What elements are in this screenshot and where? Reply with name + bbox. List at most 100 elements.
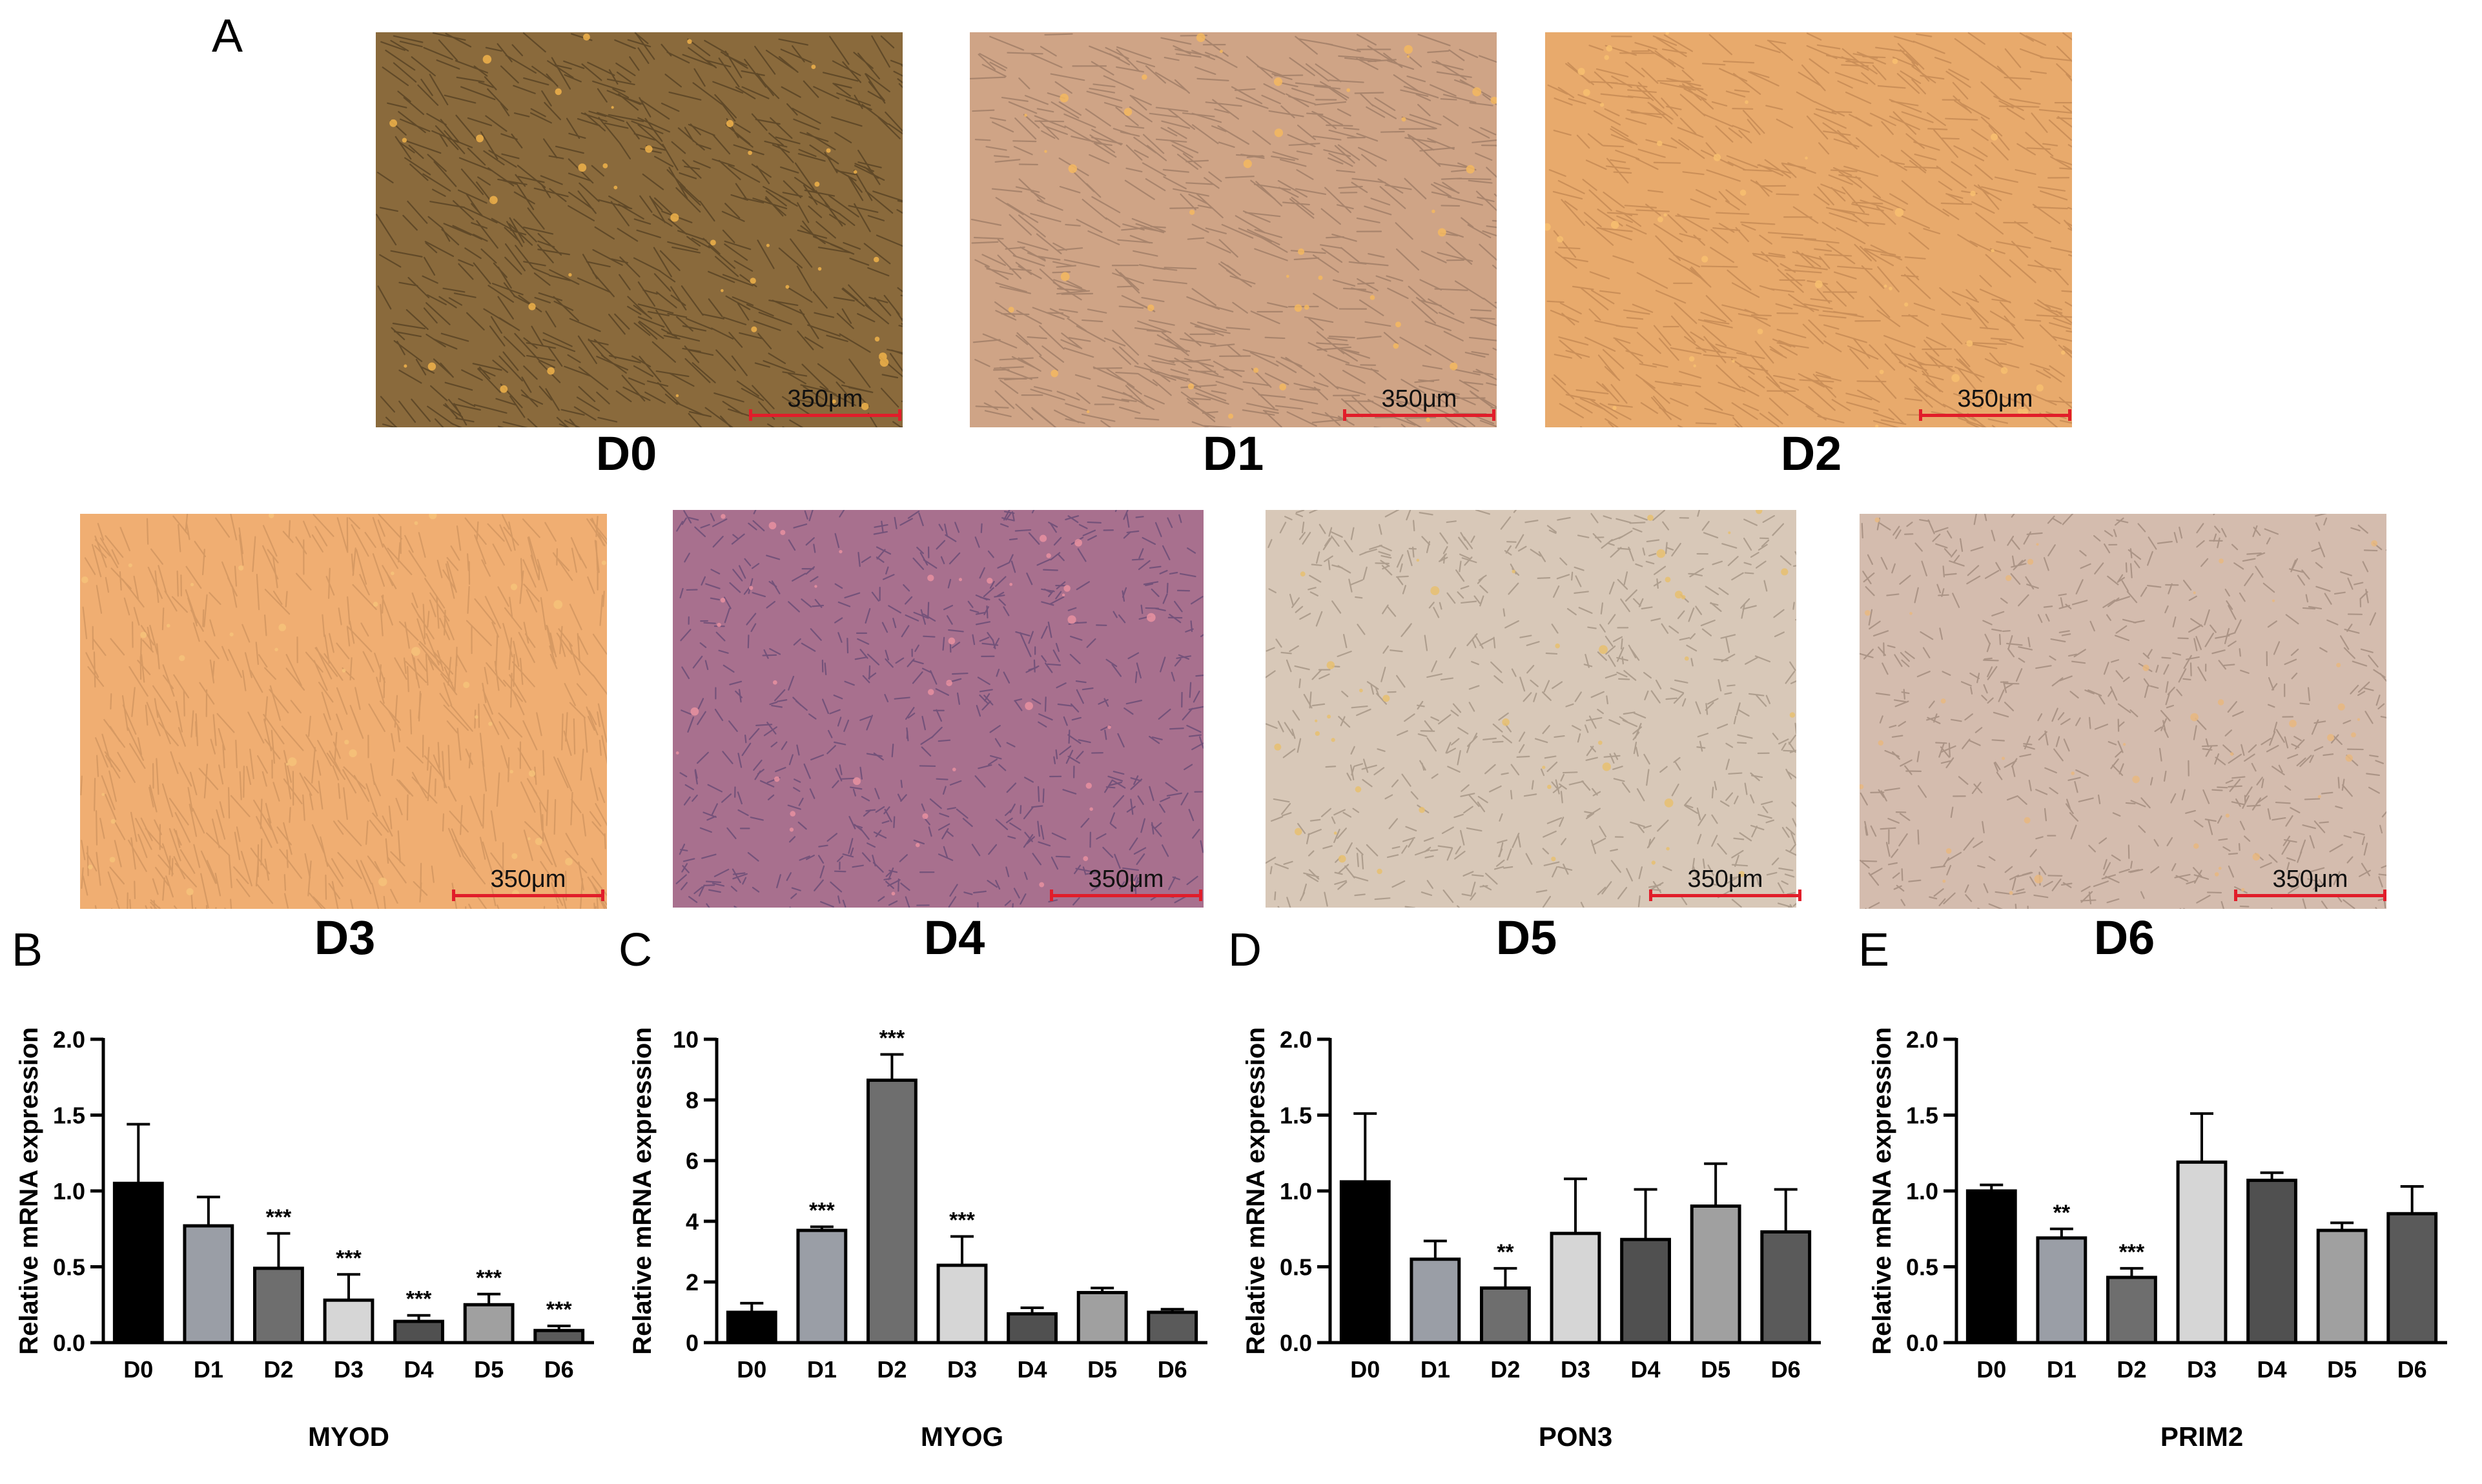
micrograph-texture — [970, 32, 1497, 427]
x-tick-label: D1 — [807, 1356, 837, 1383]
bar-d5 — [463, 1303, 515, 1345]
scale-bar-d3: 350μm — [452, 866, 604, 901]
day-label-d4: D4 — [923, 911, 985, 964]
x-tick-label: D0 — [1350, 1356, 1380, 1383]
bar-d1 — [183, 1224, 234, 1345]
y-tick-label: 1.0 — [1906, 1178, 1938, 1204]
micrograph-texture — [376, 32, 903, 427]
y-tick-label: 1.5 — [53, 1103, 85, 1129]
micrograph-d0 — [376, 32, 903, 427]
x-tick-label: D0 — [737, 1356, 766, 1383]
x-tick-label: D2 — [1490, 1356, 1520, 1383]
y-tick-label: 8 — [686, 1087, 699, 1113]
bar-d6 — [1760, 1230, 1812, 1345]
x-tick-label: D4 — [2257, 1356, 2287, 1383]
x-tick-label: D3 — [947, 1356, 977, 1383]
significance-label: *** — [546, 1297, 572, 1322]
bar-d3 — [323, 1298, 374, 1345]
x-tick-label: D6 — [2397, 1356, 2427, 1383]
y-tick-label: 0.5 — [1280, 1254, 1312, 1281]
scale-bar-d2: 350μm — [1919, 385, 2071, 421]
y-tick-label: 1.5 — [1280, 1103, 1312, 1129]
bar-d0 — [1339, 1180, 1391, 1345]
micrograph-d2 — [1545, 32, 2072, 427]
bar-d3 — [1550, 1232, 1601, 1345]
x-tick-label: D2 — [877, 1356, 907, 1383]
bar-d2 — [1480, 1286, 1531, 1345]
y-axis-label: Relative mRNA expression — [628, 1027, 657, 1355]
bar-d2 — [867, 1078, 918, 1345]
x-tick-label: D5 — [1701, 1356, 1730, 1383]
bar-d5 — [1076, 1290, 1128, 1345]
x-tick-label: D5 — [2327, 1356, 2357, 1383]
bar-d0 — [1965, 1189, 2017, 1345]
micrograph-d6 — [1860, 514, 2386, 909]
significance-label: ** — [1497, 1240, 1514, 1265]
significance-label: *** — [266, 1205, 292, 1230]
bar-d5 — [1690, 1204, 1741, 1345]
significance-label: *** — [949, 1208, 975, 1233]
x-tick-label: D5 — [474, 1356, 504, 1383]
micrograph-texture — [673, 510, 1204, 908]
significance-label: *** — [809, 1198, 835, 1223]
x-tick-label: D2 — [263, 1356, 293, 1383]
day-label-d1: D1 — [1202, 427, 1264, 480]
scale-bar-d5: 350μm — [1649, 866, 1801, 901]
micrograph-d3 — [80, 514, 607, 909]
x-axis-label: MYOG — [921, 1421, 1003, 1452]
y-tick-label: 0 — [686, 1330, 699, 1356]
y-tick-label: 2.0 — [1280, 1026, 1312, 1053]
y-tick-label: 1.0 — [1280, 1178, 1312, 1204]
panel-letter-c: C — [619, 924, 652, 976]
significance-label: *** — [2119, 1240, 2145, 1265]
significance-label: *** — [336, 1246, 362, 1270]
bar-d2 — [253, 1266, 304, 1345]
bar-d4 — [2246, 1179, 2297, 1345]
x-tick-label: D6 — [1158, 1356, 1187, 1383]
bar-d4 — [393, 1319, 444, 1345]
scale-bar-d1: 350μm — [1343, 385, 1495, 421]
y-tick-label: 0.5 — [1906, 1254, 1938, 1281]
y-tick-label: 2.0 — [53, 1026, 85, 1053]
x-tick-label: D1 — [1420, 1356, 1450, 1383]
x-tick-label: D6 — [1771, 1356, 1801, 1383]
day-label-d6: D6 — [2093, 911, 2155, 964]
scale-bar-d6: 350μm — [2234, 866, 2386, 901]
micrograph-d1 — [970, 32, 1497, 427]
x-tick-label: D4 — [404, 1356, 434, 1383]
day-label-d3: D3 — [314, 911, 376, 964]
significance-label: *** — [476, 1266, 502, 1290]
day-label-d2: D2 — [1780, 427, 1842, 480]
day-label-d5: D5 — [1495, 911, 1557, 964]
y-tick-label: 10 — [673, 1026, 699, 1053]
scale-bar-d4: 350μm — [1050, 866, 1202, 901]
bar-d1 — [2036, 1236, 2087, 1345]
significance-label: *** — [406, 1287, 432, 1312]
x-tick-label: D2 — [2117, 1356, 2146, 1383]
panel-letter-d: D — [1228, 924, 1262, 976]
bar-d6 — [1147, 1310, 1198, 1345]
x-tick-label: D3 — [1561, 1356, 1590, 1383]
y-tick-label: 4 — [686, 1208, 699, 1235]
panel-letter-b: B — [12, 924, 43, 976]
bar-d5 — [2316, 1228, 2368, 1345]
micrograph-texture — [1545, 32, 2072, 427]
x-tick-label: D1 — [194, 1356, 223, 1383]
x-tick-label: D5 — [1087, 1356, 1117, 1383]
micrograph-d5 — [1266, 510, 1796, 908]
bar-d6 — [533, 1328, 585, 1345]
bar-d6 — [2386, 1212, 2438, 1345]
x-tick-label: D1 — [2047, 1356, 2077, 1383]
y-tick-label: 2 — [686, 1269, 699, 1296]
bar-d3 — [2176, 1160, 2228, 1345]
y-tick-label: 1.0 — [53, 1178, 85, 1204]
bar-d1 — [1410, 1257, 1461, 1345]
y-tick-label: 0.0 — [53, 1330, 85, 1356]
bar-d2 — [2106, 1276, 2157, 1345]
x-tick-label: D0 — [123, 1356, 153, 1383]
y-tick-label: 1.5 — [1906, 1103, 1938, 1129]
x-tick-label: D6 — [544, 1356, 574, 1383]
micrograph-d4 — [673, 510, 1204, 908]
micrograph-texture — [80, 514, 607, 909]
y-tick-label: 0.0 — [1280, 1330, 1312, 1356]
